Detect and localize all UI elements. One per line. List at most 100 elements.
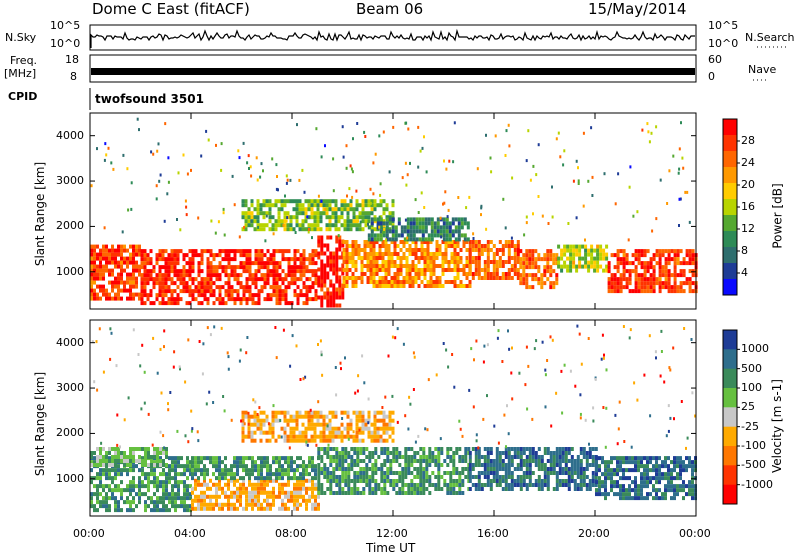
data-cell bbox=[434, 447, 437, 451]
data-cell bbox=[297, 265, 300, 269]
data-cell bbox=[682, 480, 685, 484]
data-cell bbox=[670, 488, 673, 492]
data-cell bbox=[389, 411, 392, 415]
echo-dot bbox=[561, 412, 563, 415]
echo-dot bbox=[158, 142, 160, 145]
echo-dot bbox=[261, 162, 263, 165]
data-cell bbox=[640, 476, 643, 480]
data-cell bbox=[380, 225, 383, 229]
data-cell bbox=[165, 451, 168, 455]
data-cell bbox=[156, 488, 159, 492]
data-cell bbox=[386, 439, 389, 443]
data-cell bbox=[114, 504, 117, 508]
data-cell bbox=[424, 268, 427, 272]
data-cell bbox=[508, 256, 511, 260]
echo-dot bbox=[335, 366, 337, 369]
data-cell bbox=[257, 472, 260, 476]
data-cell bbox=[464, 467, 467, 471]
data-cell bbox=[350, 223, 353, 227]
data-cell bbox=[263, 227, 266, 231]
data-cell bbox=[382, 252, 385, 256]
data-cell bbox=[272, 419, 275, 423]
data-cell bbox=[260, 207, 263, 211]
data-cell bbox=[386, 207, 389, 211]
data-cell bbox=[455, 237, 458, 241]
data-cell bbox=[397, 244, 400, 248]
data-cell bbox=[595, 468, 598, 472]
data-cell bbox=[117, 249, 120, 253]
data-cell bbox=[114, 281, 117, 285]
data-cell bbox=[490, 463, 493, 467]
echo-dot bbox=[501, 360, 503, 363]
data-cell bbox=[371, 487, 374, 491]
data-cell bbox=[159, 265, 162, 269]
data-cell bbox=[144, 257, 147, 261]
data-cell bbox=[389, 211, 392, 215]
data-cell bbox=[344, 451, 347, 455]
data-cell bbox=[165, 488, 168, 492]
data-cell bbox=[105, 468, 108, 472]
data-cell bbox=[499, 451, 502, 455]
echo-dot bbox=[618, 427, 620, 430]
data-cell bbox=[481, 471, 484, 475]
data-cell bbox=[314, 415, 317, 419]
data-cell bbox=[299, 464, 302, 468]
data-cell bbox=[425, 463, 428, 467]
data-cell bbox=[141, 249, 144, 253]
echo-dot bbox=[689, 221, 691, 224]
data-cell bbox=[96, 508, 99, 512]
data-cell bbox=[635, 289, 638, 293]
data-cell bbox=[622, 476, 625, 480]
data-cell bbox=[604, 472, 607, 476]
data-cell bbox=[338, 483, 341, 487]
echo-dot bbox=[552, 339, 554, 342]
data-cell bbox=[467, 237, 470, 241]
data-cell bbox=[282, 269, 285, 273]
data-cell bbox=[343, 256, 346, 260]
data-cell bbox=[356, 431, 359, 435]
data-cell bbox=[189, 289, 192, 293]
data-cell bbox=[679, 464, 682, 468]
data-cell bbox=[105, 496, 108, 500]
data-cell bbox=[341, 272, 344, 276]
data-cell bbox=[300, 293, 303, 297]
data-cell bbox=[665, 249, 668, 253]
data-cell bbox=[640, 492, 643, 496]
data-cell bbox=[132, 496, 135, 500]
data-cell bbox=[288, 273, 291, 277]
data-cell bbox=[162, 484, 165, 488]
data-cell bbox=[105, 261, 108, 265]
data-cell bbox=[493, 264, 496, 268]
data-cell bbox=[386, 217, 389, 221]
data-cell bbox=[228, 257, 231, 261]
data-cell bbox=[141, 297, 144, 301]
data-cell bbox=[132, 500, 135, 504]
data-cell bbox=[407, 491, 410, 495]
data-cell bbox=[230, 495, 233, 499]
data-cell bbox=[168, 468, 171, 472]
data-cell bbox=[641, 281, 644, 285]
echo-dot bbox=[530, 179, 532, 182]
data-cell bbox=[546, 249, 549, 253]
data-cell bbox=[484, 455, 487, 459]
data-cell bbox=[443, 237, 446, 241]
data-cell bbox=[287, 223, 290, 227]
data-cell bbox=[401, 467, 404, 471]
data-cell bbox=[251, 503, 254, 507]
data-cell bbox=[556, 471, 559, 475]
data-cell bbox=[362, 447, 365, 451]
echo-dot bbox=[588, 443, 590, 446]
data-cell bbox=[493, 260, 496, 264]
data-cell bbox=[634, 468, 637, 472]
data-cell bbox=[99, 472, 102, 476]
data-cell bbox=[674, 277, 677, 281]
data-cell bbox=[338, 207, 341, 211]
data-cell bbox=[353, 459, 356, 463]
echo-dot bbox=[223, 208, 225, 211]
data-cell bbox=[662, 281, 665, 285]
data-cell bbox=[638, 253, 641, 257]
data-cell bbox=[343, 284, 346, 288]
data-cell bbox=[427, 248, 430, 252]
data-cell bbox=[460, 284, 463, 288]
data-cell bbox=[120, 468, 123, 472]
